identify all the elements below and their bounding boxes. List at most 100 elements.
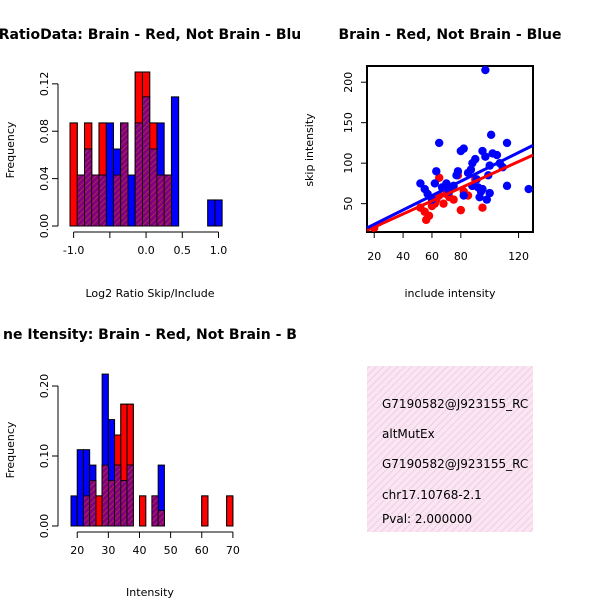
scatter-plot-frame xyxy=(366,65,534,233)
scatter-axes: 20 40 60 80 120 50 100 150 200 xyxy=(342,72,529,263)
intensity-histogram-title: ne Itensity: Brain - Red, Not Brain - B xyxy=(3,327,297,343)
scatter-ylabel: skip intensity xyxy=(303,113,316,187)
histogram-bar-not-brain xyxy=(70,495,78,527)
y-axis-tick-label: 50 xyxy=(342,197,355,211)
scatter-point-not-brain xyxy=(481,152,490,161)
info-panel: G7190582@J923155_RC altMutEx G7190582@J9… xyxy=(367,366,533,532)
info-pval: Pval: 2.000000 xyxy=(382,512,472,526)
y-axis-tick-label: 200 xyxy=(342,72,355,93)
scatter-point-brain xyxy=(478,203,487,212)
intensity-histogram-panel: ne Itensity: Brain - Red, Not Brain - B … xyxy=(3,327,297,599)
histogram-bar-brain-excess xyxy=(201,495,209,527)
scatter-title: Brain - Red, Not Brain - Blue xyxy=(338,27,561,43)
x-axis-tick-label: -1.0 xyxy=(63,244,84,257)
scatter-point-not-brain xyxy=(430,179,440,188)
y-axis-tick-label: 0.00 xyxy=(38,214,51,239)
scatter-point-brain xyxy=(434,173,444,182)
scatter-point-not-brain xyxy=(485,188,494,198)
y-axis-tick-label: 100 xyxy=(342,153,355,174)
y-axis-tick-label: 0.12 xyxy=(38,72,51,97)
histogram-bar-overlap xyxy=(120,480,128,527)
scatter-point-brain xyxy=(424,211,434,221)
histogram-bar-not-brain xyxy=(207,199,216,227)
x-axis-tick-label: 20 xyxy=(70,544,84,557)
histogram-bar-brain-excess xyxy=(126,403,134,466)
x-axis-tick-label: 40 xyxy=(132,544,146,557)
intensity-scatter-panel: Brain - Red, Not Brain - Blue 20 40 60 80 12… xyxy=(303,27,562,300)
x-axis-tick-label: 70 xyxy=(226,544,240,557)
scatter-point-not-brain xyxy=(432,167,441,176)
y-axis-tick-label: 0.10 xyxy=(38,444,51,469)
x-axis-tick-label: 50 xyxy=(164,544,178,557)
y-axis-tick-label: 0.04 xyxy=(38,166,51,191)
histogram-bar-not-brain xyxy=(76,449,84,527)
histogram-bar-overlap xyxy=(151,495,159,527)
ratio-histogram-ylabel: Frequency xyxy=(4,121,17,178)
histogram-bar-brain-excess xyxy=(226,495,234,527)
info-location: chr17.10768-2.1 xyxy=(382,488,482,502)
intensity-histogram-axes: 20 30 40 50 60 70 0.00 0.10 0.20 xyxy=(38,374,240,557)
x-axis-tick-label: 0.0 xyxy=(137,244,155,257)
histogram-bar-overlap xyxy=(113,174,122,227)
scatter-point-not-brain xyxy=(481,65,490,75)
scatter-points xyxy=(366,65,534,233)
histogram-bar-overlap xyxy=(156,174,165,227)
histogram-bar-overlap xyxy=(149,148,158,227)
x-axis-tick-label: 120 xyxy=(508,250,529,263)
scatter-point-brain xyxy=(439,199,448,208)
ratio-histogram-panel: RatioData: Brain - Red, Not Brain - Blu … xyxy=(0,27,301,300)
x-axis-tick-label: 1.0 xyxy=(210,244,228,257)
info-id-line-1: G7190582@J923155_RC xyxy=(382,397,528,411)
regression-line-not-brain xyxy=(366,144,534,230)
scatter-point-not-brain xyxy=(524,184,533,194)
intensity-histogram-ylabel: Frequency xyxy=(4,421,17,478)
scatter-point-not-brain xyxy=(434,138,444,148)
histogram-bar-overlap xyxy=(120,122,129,227)
histogram-bar-overlap xyxy=(84,148,93,227)
y-axis-tick-label: 0.00 xyxy=(38,514,51,539)
histogram-bar-overlap xyxy=(91,174,100,227)
x-axis-tick-label: 80 xyxy=(454,250,468,263)
histogram-bar-overlap xyxy=(126,464,134,527)
scatter-point-not-brain xyxy=(502,181,512,191)
histogram-bar-not-brain xyxy=(127,174,136,227)
x-axis-tick-label: 40 xyxy=(396,250,410,263)
histogram-bar-not-brain xyxy=(170,96,180,227)
intensity-histogram-xlabel: Intensity xyxy=(126,586,174,599)
ratio-histogram-title: RatioData: Brain - Red, Not Brain - Blu xyxy=(0,27,301,43)
scatter-point-not-brain xyxy=(459,191,468,200)
scatter-point-not-brain xyxy=(459,144,468,153)
histogram-bar-overlap xyxy=(107,480,115,527)
info-id-line-2: G7190582@J923155_RC xyxy=(382,457,528,471)
y-axis-tick-label: 0.20 xyxy=(38,374,51,399)
histogram-bar-brain-excess xyxy=(149,122,158,150)
scatter-point-not-brain xyxy=(453,167,463,176)
histogram-bar-not-brain xyxy=(105,122,114,227)
histogram-bar-overlap xyxy=(83,495,91,527)
scatter-point-not-brain xyxy=(486,130,496,140)
histogram-bar-overlap xyxy=(114,464,122,527)
scatter-point-not-brain xyxy=(492,150,502,160)
scatter-point-not-brain xyxy=(416,179,425,188)
ratio-histogram-axes: -1.0 0.0 0.5 1.0 0.00 0.04 0.08 0.12 xyxy=(38,72,227,257)
scatter-point-not-brain xyxy=(466,165,476,174)
histogram-bar-brain-excess xyxy=(98,122,107,176)
histogram-bar-overlap xyxy=(101,464,109,527)
regression-line-brain xyxy=(366,153,534,232)
x-axis-tick-label: 60 xyxy=(425,250,439,263)
scatter-point-not-brain xyxy=(471,154,480,164)
scatter-point-not-brain xyxy=(482,195,492,204)
x-axis-tick-label: 20 xyxy=(367,250,381,263)
histogram-bar-overlap xyxy=(157,510,165,527)
histogram-bar-brain-excess xyxy=(141,71,151,98)
scatter-xlabel: include intensity xyxy=(404,287,496,300)
histogram-bar-brain-excess xyxy=(95,495,103,527)
histogram-bar-overlap xyxy=(163,174,172,227)
histogram-bar-brain-excess xyxy=(138,495,147,527)
y-axis-tick-label: 150 xyxy=(342,112,355,133)
scatter-point-not-brain xyxy=(478,184,487,194)
ratio-histogram-bars xyxy=(69,71,223,227)
x-axis-tick-label: 0.5 xyxy=(174,244,192,257)
scatter-point-not-brain xyxy=(442,179,451,188)
